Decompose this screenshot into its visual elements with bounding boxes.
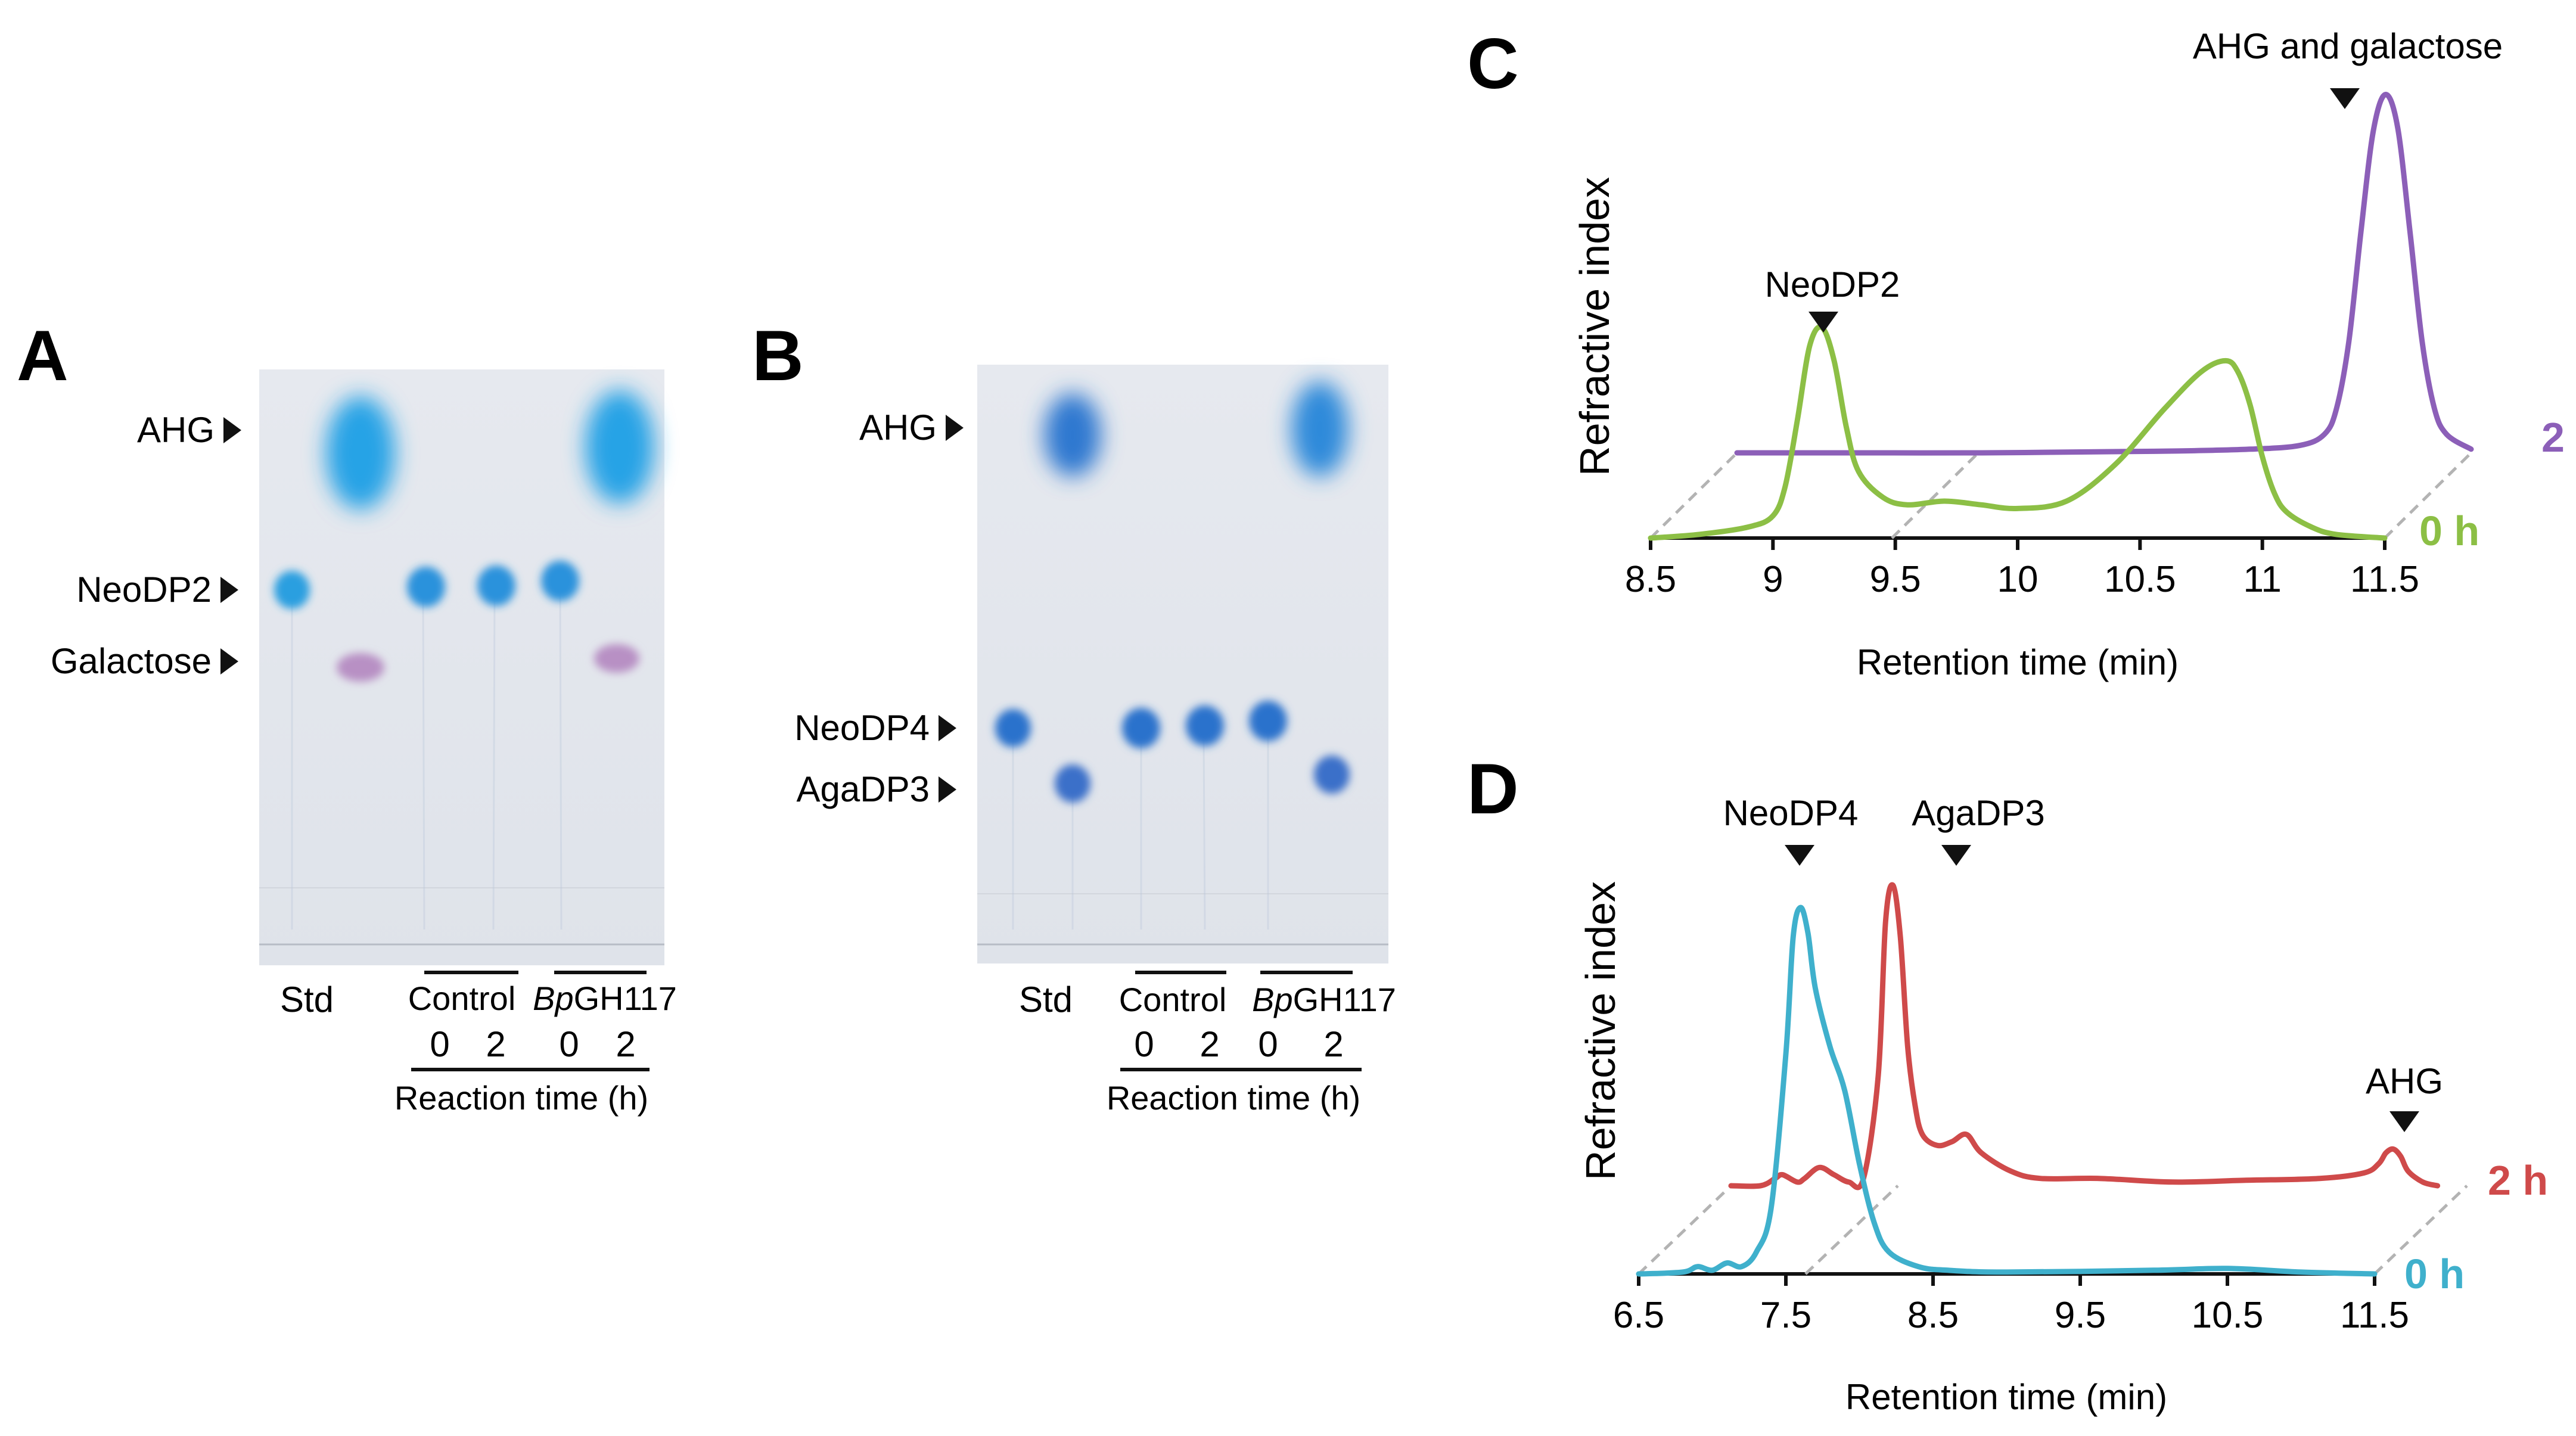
spot-b-enzyme-2h-agadp3 bbox=[1314, 756, 1350, 794]
band-label-b-ahg: AHG bbox=[859, 408, 937, 447]
x-tick-label-c-0: 8.5 bbox=[1625, 559, 1676, 600]
annotation-c-ahg-galactose: AHG and galactose bbox=[2193, 26, 2503, 66]
x-tick-label-c-1: 9 bbox=[1763, 559, 1783, 600]
arrow-down-icon bbox=[1941, 845, 1971, 866]
lane-label-a-enzyme: BpGH117 bbox=[533, 980, 677, 1017]
spot-a-std-ahg bbox=[326, 396, 395, 509]
arrow-right-icon bbox=[946, 415, 964, 441]
x-tick-label-d-5: 11.5 bbox=[2340, 1295, 2409, 1336]
spot-b-control-2h bbox=[1186, 705, 1224, 746]
spot-b-enzyme-0h bbox=[1249, 701, 1287, 741]
enzyme-rest: GH117 bbox=[1293, 981, 1396, 1018]
x-tick-label-c-2: 9.5 bbox=[1870, 559, 1921, 600]
time-label-b-0: 0 bbox=[1134, 1024, 1154, 1064]
lane-label-b-std: Std bbox=[1019, 980, 1073, 1020]
spot-a-enzyme-2h-galactose bbox=[594, 644, 639, 673]
time-label-b-1: 2 bbox=[1200, 1024, 1219, 1064]
arrow-down-icon bbox=[2389, 1111, 2419, 1132]
arrow-down-icon bbox=[2330, 88, 2360, 109]
arrow-right-icon bbox=[939, 776, 956, 803]
x-tick-label-d-2: 8.5 bbox=[1907, 1295, 1959, 1336]
legend-c-0h: 0 h bbox=[2419, 508, 2479, 554]
lane-label-b-enzyme: BpGH117 bbox=[1252, 981, 1396, 1018]
band-label-a-galactose: Galactose bbox=[51, 641, 212, 681]
x-tick-label-c-5: 11 bbox=[2243, 559, 2281, 600]
panel-c: C Refractive index 8.5 9 9.5 10 10.5 11 11.5 2… bbox=[1467, 24, 2576, 682]
lane-label-b-control: Control bbox=[1119, 981, 1227, 1018]
legend-d-0h: 0 h bbox=[2404, 1251, 2465, 1297]
spot-b-enzyme-2h-ahg bbox=[1291, 381, 1348, 477]
panel-d: D Refractive index 6.5 7.5 8.5 9.5 10.5 11.5 … bbox=[1467, 749, 2548, 1417]
spot-b-std-agadp3 bbox=[1055, 764, 1090, 803]
annotation-d-agadp3: AgaDP3 bbox=[1912, 793, 2044, 833]
x-tick-label-c-4: 10.5 bbox=[2104, 559, 2176, 600]
arrow-down-icon bbox=[1785, 845, 1814, 866]
series-line-d-2h bbox=[1728, 882, 2441, 1191]
spot-a-std-neodp2 bbox=[274, 571, 310, 609]
x-tick-label-c-3: 10 bbox=[1997, 559, 2039, 600]
series-line-c-2h bbox=[1734, 92, 2474, 456]
spot-a-std-galactose bbox=[337, 653, 384, 682]
time-label-a-1: 2 bbox=[486, 1024, 505, 1064]
band-label-b-neodp4: NeoDP4 bbox=[794, 708, 930, 748]
spot-b-control-0h bbox=[1122, 708, 1160, 748]
arrow-right-icon bbox=[220, 648, 238, 675]
x-tick-label-d-0: 6.5 bbox=[1613, 1295, 1664, 1336]
band-label-a-neodp2: NeoDP2 bbox=[76, 570, 212, 610]
chart-c-ticks: 8.5 9 9.5 10 10.5 11 11.5 bbox=[1625, 538, 2419, 600]
time-label-b-3: 2 bbox=[1323, 1024, 1343, 1064]
series-line-d-0h bbox=[1636, 905, 2378, 1277]
panel-d-letter: D bbox=[1467, 749, 1519, 829]
time-label-a-2: 0 bbox=[559, 1024, 579, 1064]
chart-d-ticks: 6.5 7.5 8.5 9.5 10.5 11.5 bbox=[1613, 1274, 2409, 1336]
annotation-d-ahg: AHG bbox=[2366, 1061, 2443, 1101]
lane-label-a-control: Control bbox=[408, 980, 516, 1017]
ylabel-c: Refractive index bbox=[1571, 177, 1618, 476]
legend-d-2h: 2 h bbox=[2488, 1157, 2548, 1204]
panel-c-letter: C bbox=[1467, 24, 1519, 104]
spot-a-enzyme-0h bbox=[541, 561, 579, 601]
ylabel-d: Refractive index bbox=[1577, 881, 1624, 1180]
panel-a-letter: A bbox=[17, 316, 69, 396]
arrow-right-icon bbox=[939, 715, 956, 741]
arrow-right-icon bbox=[220, 577, 238, 603]
x-tick-label-d-4: 10.5 bbox=[2192, 1295, 2264, 1336]
x-tick-label-c-6: 11.5 bbox=[2350, 559, 2419, 600]
legend-c-2h: 2 h bbox=[2541, 414, 2576, 461]
annotation-c-neodp2: NeoDP2 bbox=[1765, 265, 1900, 304]
panel-b-letter: B bbox=[752, 316, 804, 396]
spot-a-control-0h bbox=[407, 567, 445, 607]
enzyme-italic: Bp bbox=[1252, 981, 1293, 1018]
annotation-d-neodp4: NeoDP4 bbox=[1723, 793, 1859, 833]
panel-a: A AHG NeoDP2 Galactose Std Control bbox=[17, 316, 677, 1117]
spot-b-std-neodp4 bbox=[995, 709, 1031, 747]
spot-a-control-2h bbox=[477, 565, 515, 606]
lane-label-a-std: Std bbox=[280, 980, 334, 1020]
enzyme-rest: GH117 bbox=[574, 980, 677, 1017]
time-label-b-2: 0 bbox=[1258, 1024, 1278, 1064]
reaction-time-label-b: Reaction time (h) bbox=[1107, 1079, 1360, 1117]
band-label-a-ahg: AHG bbox=[137, 410, 215, 450]
arrow-right-icon bbox=[223, 417, 241, 443]
arrow-down-icon bbox=[1809, 312, 1838, 332]
x-tick-label-d-3: 9.5 bbox=[2055, 1295, 2106, 1336]
x-tick-label-d-1: 7.5 bbox=[1760, 1295, 1811, 1336]
time-label-a-3: 2 bbox=[616, 1024, 635, 1064]
band-label-b-agadp3: AgaDP3 bbox=[797, 769, 930, 809]
xlabel-d: Retention time (min) bbox=[1845, 1377, 2167, 1417]
spot-b-std-ahg bbox=[1044, 393, 1101, 477]
reaction-time-label-a: Reaction time (h) bbox=[394, 1079, 648, 1117]
xlabel-c: Retention time (min) bbox=[1857, 642, 2179, 682]
panel-b: B AHG NeoDP4 AgaDP3 Std Control BpGH117 … bbox=[752, 316, 1396, 1117]
spot-a-enzyme-2h-ahg bbox=[585, 390, 654, 503]
time-label-a-0: 0 bbox=[430, 1024, 449, 1064]
series-line-c-0h bbox=[1648, 324, 2388, 541]
enzyme-italic: Bp bbox=[533, 980, 574, 1017]
